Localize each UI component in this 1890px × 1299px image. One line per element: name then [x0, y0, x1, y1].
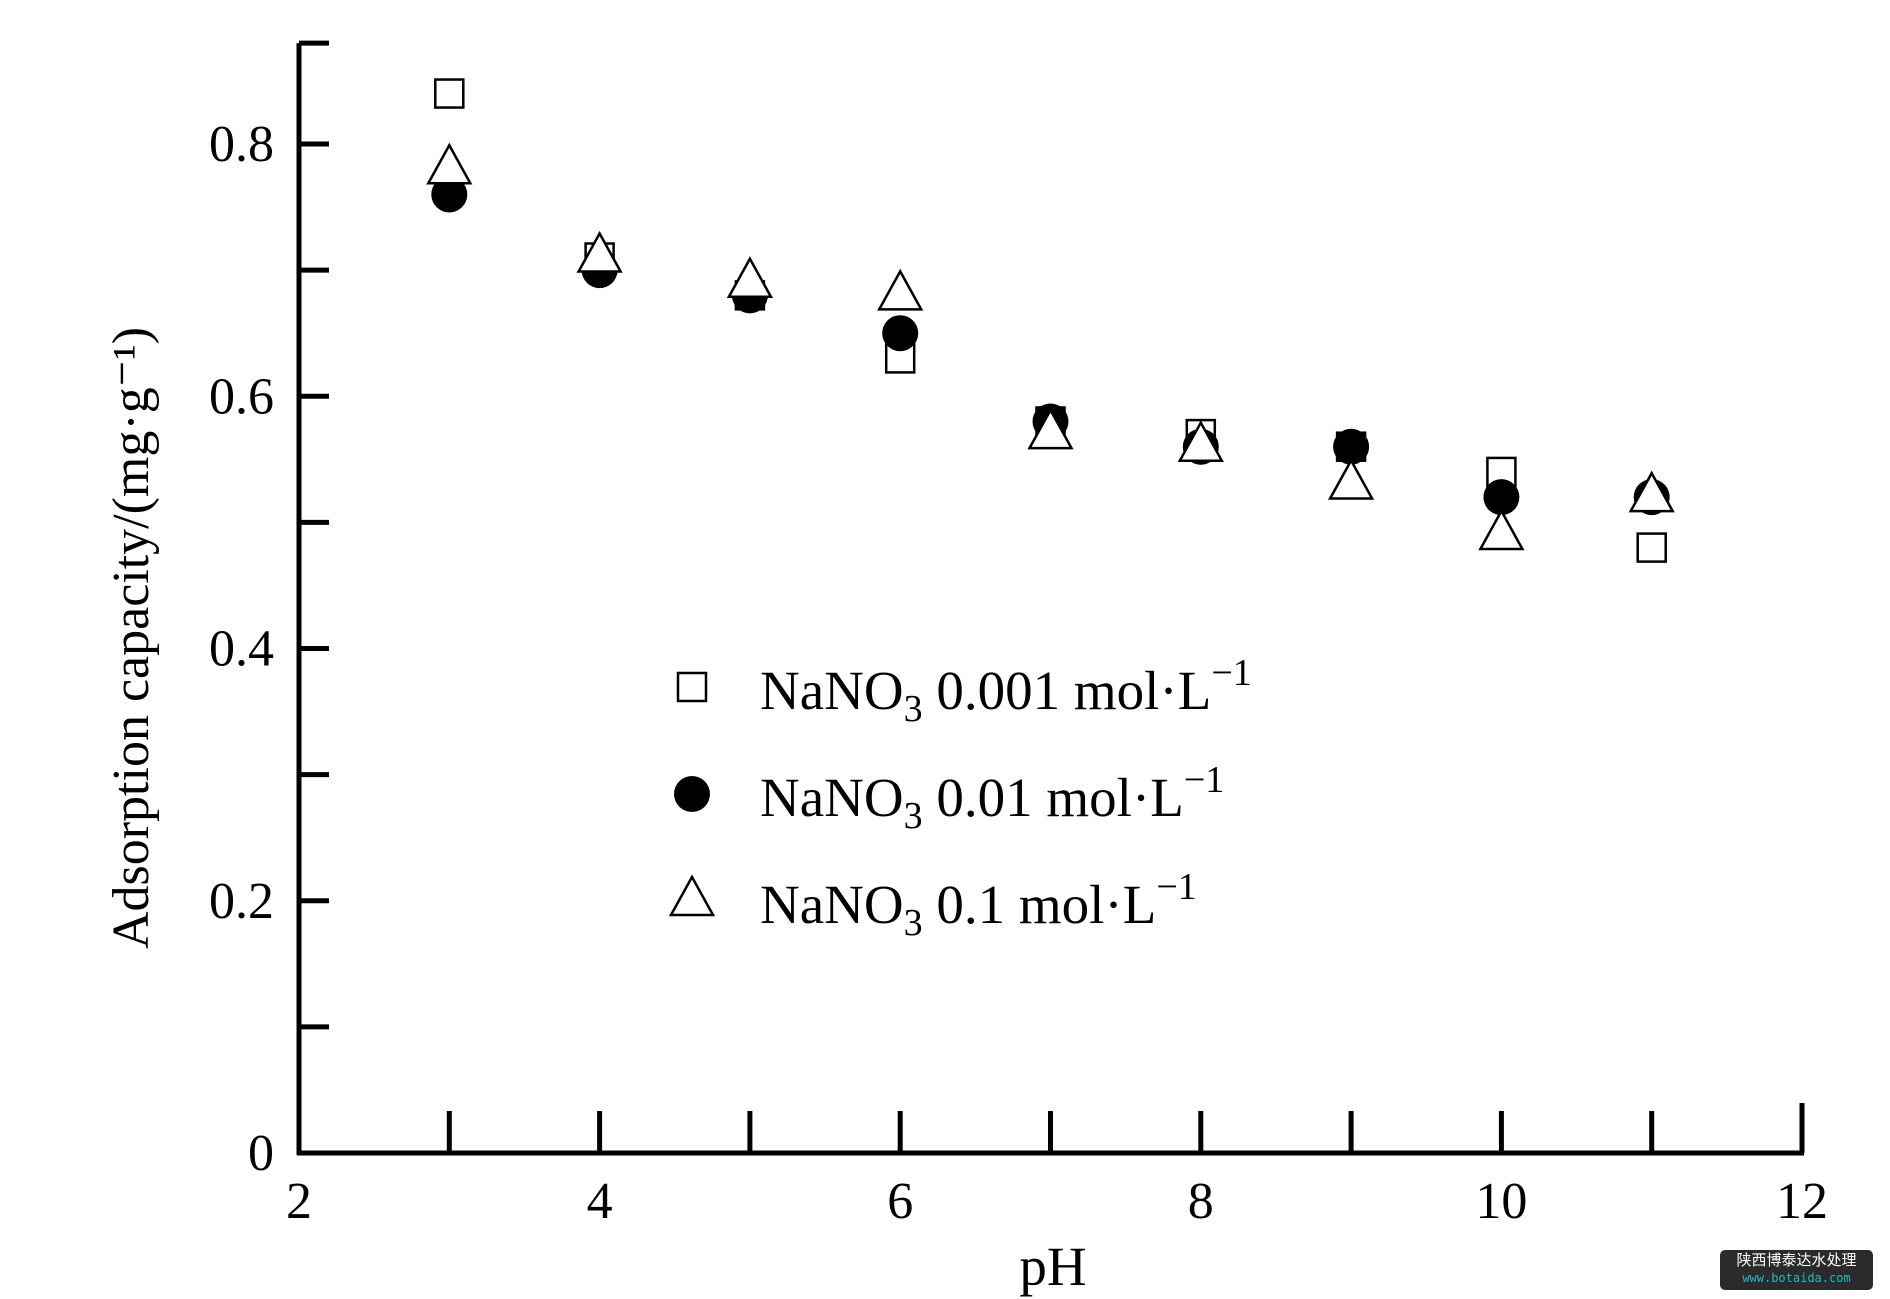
legend-label: NaNO3 0.001 mol·L−1	[760, 652, 1252, 730]
data-point	[1177, 420, 1224, 462]
data-point	[877, 268, 924, 311]
x-tick-label: 8	[1188, 1173, 1214, 1230]
data-point	[1333, 428, 1370, 465]
x-axis-label: pH	[1019, 1236, 1086, 1297]
series-1	[434, 78, 1667, 563]
data-point	[1636, 532, 1667, 563]
legend: NaNO3 0.001 mol·L−1 NaNO3 0.01 mol·L−1 NaN…	[668, 652, 1252, 944]
data-point	[1486, 456, 1517, 488]
data-point	[431, 176, 468, 213]
legend-marker	[668, 874, 716, 917]
watermark-line2: www.botaida.com	[1742, 1271, 1851, 1285]
legend-marker	[674, 776, 710, 812]
data-point	[576, 230, 623, 273]
y-tick-label: 0	[248, 1125, 274, 1182]
x-tick-label: 10	[1475, 1173, 1527, 1230]
data-point	[1483, 479, 1520, 516]
data-point	[434, 78, 465, 109]
y-axis-label: Adsorption capacity/(mg·g⁻¹)	[103, 327, 160, 949]
legend-label: NaNO3 0.01 mol·L−1	[760, 759, 1224, 837]
data-point	[426, 142, 473, 185]
data-point	[1327, 457, 1375, 500]
y-tick-label: 0.4	[209, 621, 274, 678]
y-tick-label: 0.6	[209, 368, 274, 425]
series-3	[426, 142, 1675, 551]
data-point	[1478, 508, 1525, 551]
series-2	[431, 176, 1670, 516]
data-point	[726, 256, 774, 298]
x-tick-label: 6	[887, 1173, 913, 1230]
x-tick-label: 2	[286, 1173, 312, 1230]
legend-label: NaNO3 0.1 mol·L−1	[760, 866, 1197, 944]
watermark-line1: 陕西博泰达水处理	[1736, 1251, 1857, 1269]
data-point	[1628, 470, 1675, 513]
y-tick-label: 0.8	[209, 116, 274, 173]
data-point	[882, 315, 919, 352]
legend-marker	[676, 671, 708, 703]
watermark: 陕西博泰达水处理 www.botaida.com	[1720, 1250, 1873, 1290]
y-tick-label: 0.2	[209, 873, 274, 930]
x-tick-label: 4	[587, 1173, 613, 1230]
x-tick-label: 12	[1776, 1173, 1828, 1230]
data-point	[1027, 407, 1074, 450]
